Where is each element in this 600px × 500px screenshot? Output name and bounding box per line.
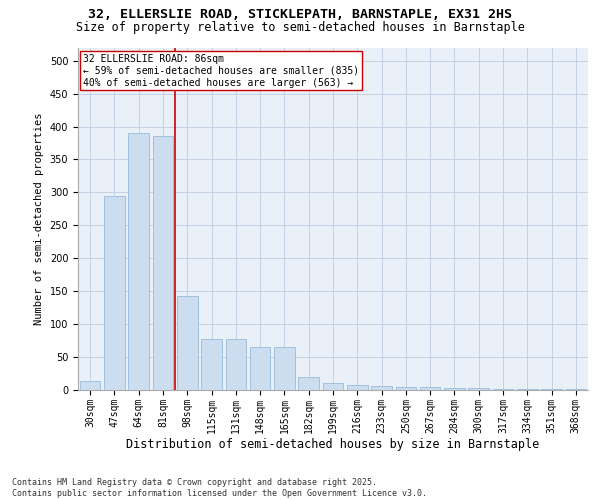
Bar — [444, 388, 465, 390]
Bar — [250, 347, 271, 390]
Bar — [298, 377, 319, 390]
Bar — [201, 338, 222, 390]
Bar — [493, 388, 514, 390]
Text: 32 ELLERSLIE ROAD: 86sqm
← 59% of semi-detached houses are smaller (835)
40% of : 32 ELLERSLIE ROAD: 86sqm ← 59% of semi-d… — [83, 54, 359, 88]
Bar — [347, 384, 368, 390]
Bar — [152, 136, 173, 390]
Bar — [177, 296, 197, 390]
Bar — [395, 386, 416, 390]
Text: Size of property relative to semi-detached houses in Barnstaple: Size of property relative to semi-detach… — [76, 21, 524, 34]
Bar — [371, 386, 392, 390]
Bar — [323, 384, 343, 390]
Bar — [541, 388, 562, 390]
Bar — [469, 388, 489, 390]
Bar — [517, 388, 538, 390]
Text: 32, ELLERSLIE ROAD, STICKLEPATH, BARNSTAPLE, EX31 2HS: 32, ELLERSLIE ROAD, STICKLEPATH, BARNSTA… — [88, 8, 512, 20]
Bar — [420, 386, 440, 390]
X-axis label: Distribution of semi-detached houses by size in Barnstaple: Distribution of semi-detached houses by … — [127, 438, 539, 452]
Bar — [226, 338, 246, 390]
Text: Contains HM Land Registry data © Crown copyright and database right 2025.
Contai: Contains HM Land Registry data © Crown c… — [12, 478, 427, 498]
Y-axis label: Number of semi-detached properties: Number of semi-detached properties — [34, 112, 44, 325]
Bar — [128, 133, 149, 390]
Bar — [80, 382, 100, 390]
Bar — [104, 196, 125, 390]
Bar — [274, 347, 295, 390]
